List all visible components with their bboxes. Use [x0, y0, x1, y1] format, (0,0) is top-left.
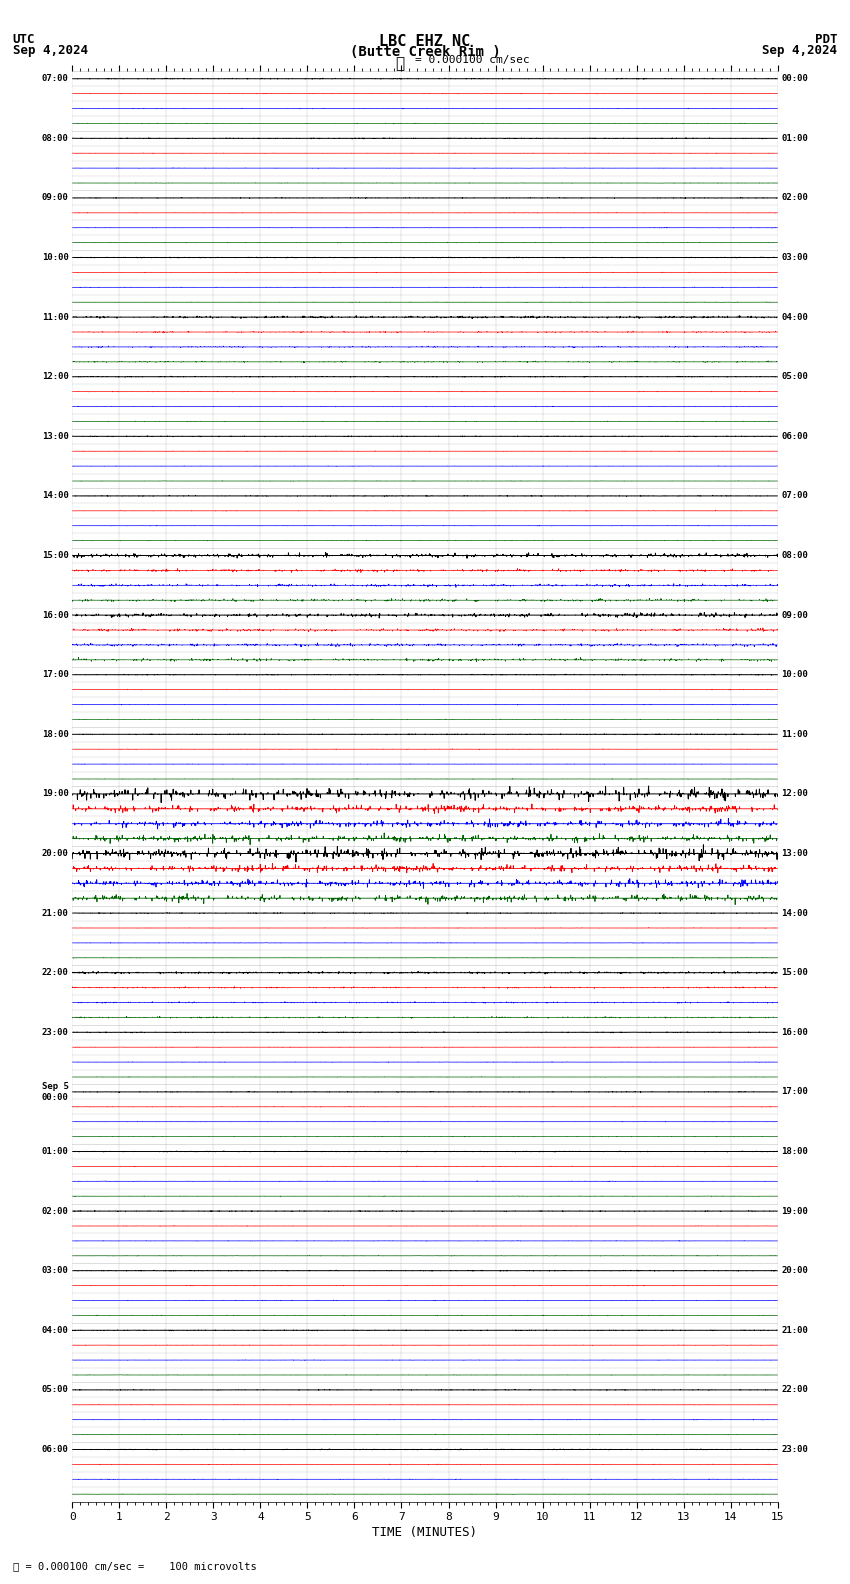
Text: 22:00: 22:00: [42, 968, 69, 977]
Text: 19:00: 19:00: [781, 1207, 808, 1215]
Text: ⎹ = 0.000100 cm/sec =    100 microvolts: ⎹ = 0.000100 cm/sec = 100 microvolts: [13, 1562, 257, 1571]
Text: 14:00: 14:00: [42, 491, 69, 501]
Text: PDT: PDT: [815, 33, 837, 46]
Text: 05:00: 05:00: [781, 372, 808, 382]
Text: 06:00: 06:00: [781, 432, 808, 440]
Text: 13:00: 13:00: [781, 849, 808, 859]
Text: 07:00: 07:00: [781, 491, 808, 501]
Text: 03:00: 03:00: [781, 253, 808, 261]
Text: 18:00: 18:00: [781, 1147, 808, 1156]
Text: 00:00: 00:00: [781, 74, 808, 84]
Text: = 0.000100 cm/sec: = 0.000100 cm/sec: [415, 55, 530, 65]
Text: 11:00: 11:00: [781, 730, 808, 738]
X-axis label: TIME (MINUTES): TIME (MINUTES): [372, 1527, 478, 1540]
Text: 17:00: 17:00: [781, 1087, 808, 1096]
Text: 20:00: 20:00: [42, 849, 69, 859]
Text: Sep 4,2024: Sep 4,2024: [762, 44, 837, 57]
Text: 05:00: 05:00: [42, 1386, 69, 1394]
Text: Sep 4,2024: Sep 4,2024: [13, 44, 88, 57]
Text: 02:00: 02:00: [781, 193, 808, 203]
Text: 07:00: 07:00: [42, 74, 69, 84]
Text: 06:00: 06:00: [42, 1445, 69, 1454]
Text: 19:00: 19:00: [42, 789, 69, 798]
Text: 23:00: 23:00: [781, 1445, 808, 1454]
Text: 08:00: 08:00: [781, 551, 808, 561]
Text: 23:00: 23:00: [42, 1028, 69, 1038]
Text: 09:00: 09:00: [42, 193, 69, 203]
Text: 16:00: 16:00: [781, 1028, 808, 1038]
Text: 20:00: 20:00: [781, 1266, 808, 1275]
Text: 11:00: 11:00: [42, 312, 69, 322]
Text: UTC: UTC: [13, 33, 35, 46]
Text: 17:00: 17:00: [42, 670, 69, 680]
Text: 15:00: 15:00: [781, 968, 808, 977]
Text: 04:00: 04:00: [42, 1326, 69, 1335]
Text: (Butte Creek Rim ): (Butte Creek Rim ): [349, 44, 501, 59]
Text: 21:00: 21:00: [781, 1326, 808, 1335]
Text: 10:00: 10:00: [781, 670, 808, 680]
Text: 04:00: 04:00: [781, 312, 808, 322]
Text: LBC EHZ NC: LBC EHZ NC: [379, 33, 471, 49]
Text: 22:00: 22:00: [781, 1386, 808, 1394]
Text: 08:00: 08:00: [42, 133, 69, 143]
Text: Sep 5
00:00: Sep 5 00:00: [42, 1082, 69, 1101]
Text: 01:00: 01:00: [781, 133, 808, 143]
Text: 10:00: 10:00: [42, 253, 69, 261]
Text: 12:00: 12:00: [781, 789, 808, 798]
Text: ⎹: ⎹: [395, 55, 404, 71]
Text: 12:00: 12:00: [42, 372, 69, 382]
Text: 09:00: 09:00: [781, 610, 808, 619]
Text: 16:00: 16:00: [42, 610, 69, 619]
Text: 02:00: 02:00: [42, 1207, 69, 1215]
Text: 03:00: 03:00: [42, 1266, 69, 1275]
Text: 15:00: 15:00: [42, 551, 69, 561]
Text: 14:00: 14:00: [781, 909, 808, 917]
Text: 01:00: 01:00: [42, 1147, 69, 1156]
Text: 21:00: 21:00: [42, 909, 69, 917]
Text: 13:00: 13:00: [42, 432, 69, 440]
Text: 18:00: 18:00: [42, 730, 69, 738]
